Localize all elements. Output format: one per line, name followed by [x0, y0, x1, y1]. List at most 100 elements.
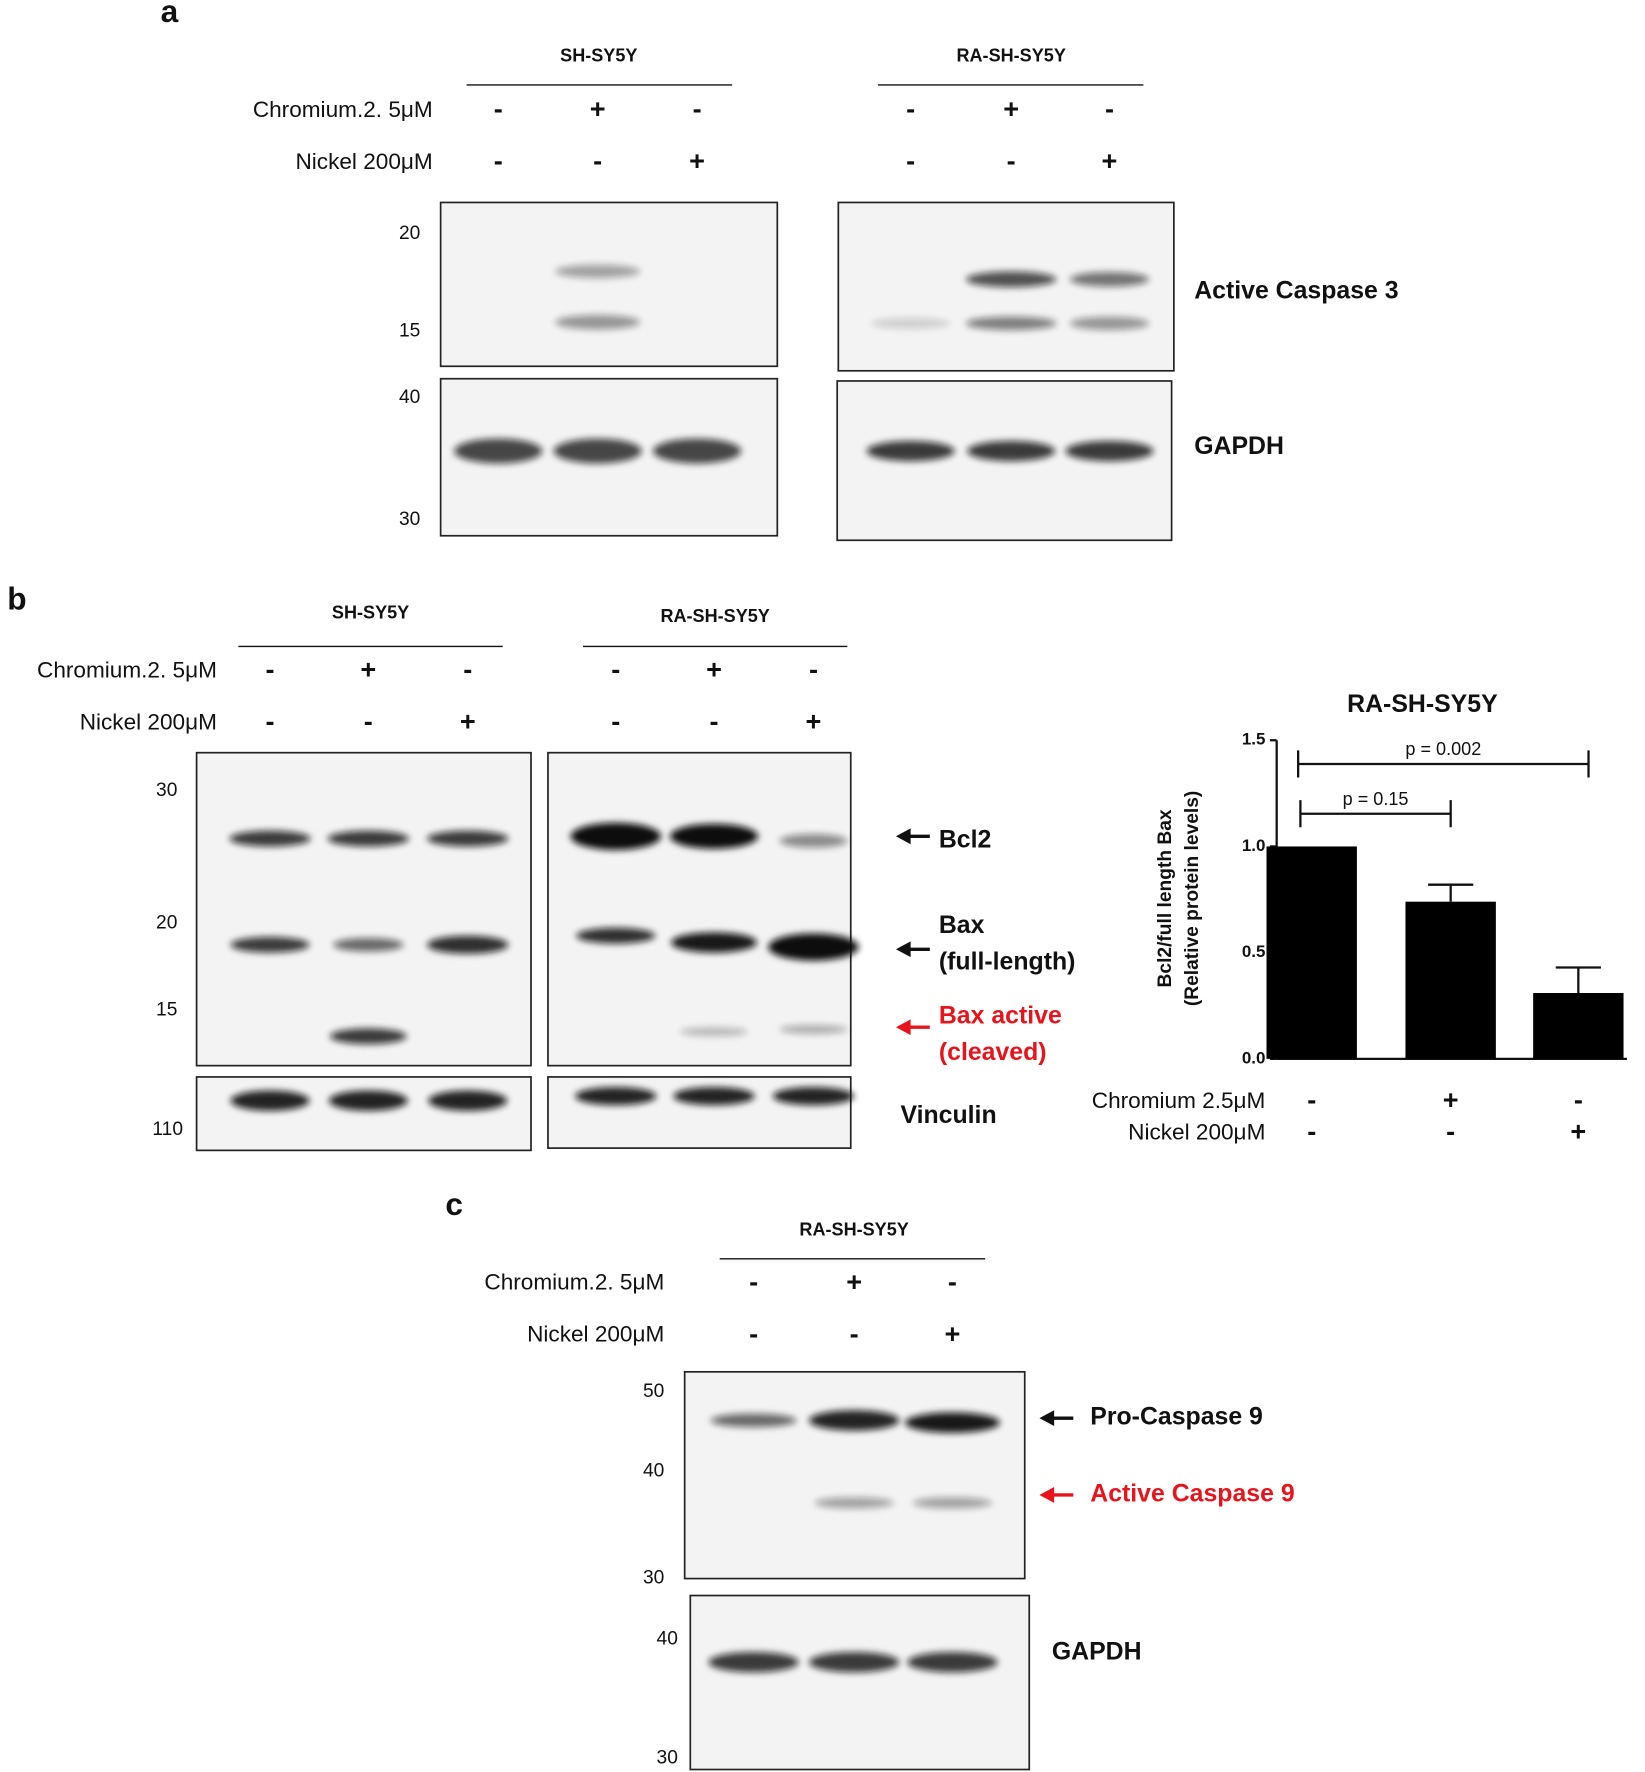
treatment-sign: -	[693, 93, 702, 124]
arrow-head	[895, 1019, 911, 1036]
protein-label: Vinculin	[900, 1102, 996, 1129]
protein-label: GAPDH	[1052, 1639, 1142, 1666]
treatment-sign: -	[1307, 1116, 1316, 1147]
treatment-sign: -	[1446, 1116, 1455, 1147]
blot-membrane	[439, 201, 779, 368]
band	[967, 440, 1056, 462]
arrow-head	[895, 828, 911, 845]
treatment-sign: -	[809, 653, 818, 684]
mw-marker: 30	[156, 780, 177, 801]
blot-membrane	[689, 1594, 1031, 1771]
band	[427, 830, 509, 847]
treatment-sign: -	[906, 93, 915, 124]
band	[779, 834, 848, 848]
y-axis-label: (Relative protein levels)	[1182, 791, 1203, 1006]
band	[912, 1497, 992, 1509]
y-axis-label: Bcl2/full length Bax	[1155, 809, 1176, 987]
treatment-sign: -	[906, 145, 915, 176]
significance-bracket	[1297, 750, 1590, 778]
treatment-label: Nickel 200μM	[527, 1322, 664, 1347]
treatment-sign: +	[1570, 1116, 1586, 1147]
treatment-sign: -	[266, 653, 275, 684]
treatment-label: Chromium.2. 5μM	[484, 1270, 664, 1295]
treatment-sign: -	[948, 1266, 957, 1297]
significance-bracket	[1299, 800, 1452, 828]
arrow-head	[1039, 1487, 1055, 1503]
treatment-sign: -	[611, 653, 620, 684]
bar	[1405, 901, 1496, 1059]
treatment-sign: -	[266, 705, 275, 736]
band	[808, 1652, 900, 1673]
treatment-label: Nickel 200μM	[80, 709, 217, 734]
treatment-sign: +	[590, 93, 606, 124]
group-header: SH-SY5Y	[332, 602, 409, 622]
band	[866, 440, 955, 462]
mw-marker: 20	[156, 912, 177, 933]
band	[327, 830, 409, 847]
mw-marker: 30	[399, 509, 420, 530]
treatment-sign: +	[460, 705, 476, 736]
band	[333, 937, 404, 952]
treatment-sign: -	[494, 93, 503, 124]
mw-marker: 30	[657, 1747, 678, 1768]
bar	[1533, 993, 1624, 1059]
group-header: SH-SY5Y	[560, 45, 637, 65]
band	[576, 927, 656, 944]
y-tick-label: 0.5	[1242, 942, 1266, 961]
panel-label: c	[445, 1186, 463, 1222]
group-header: RA-SH-SY5Y	[799, 1219, 908, 1239]
band	[768, 933, 859, 961]
band	[575, 1087, 657, 1106]
band	[1065, 440, 1154, 462]
treatment-label: Chromium 2.5μM	[1092, 1088, 1266, 1113]
band	[1069, 271, 1150, 287]
panel-label: b	[7, 581, 26, 617]
band	[965, 271, 1057, 288]
bar	[1266, 846, 1357, 1059]
band	[553, 438, 642, 464]
band	[671, 932, 757, 953]
treatment-sign: +	[1102, 145, 1118, 176]
treatment-sign: +	[945, 1318, 961, 1349]
treatment-sign: -	[1574, 1084, 1583, 1115]
band	[229, 830, 311, 847]
treatment-sign: -	[611, 705, 620, 736]
treatment-sign: -	[1307, 1084, 1316, 1115]
treatment-sign: -	[1007, 145, 1016, 176]
mw-marker: 30	[643, 1568, 664, 1589]
band	[680, 1027, 748, 1037]
treatment-sign: +	[846, 1266, 862, 1297]
band	[329, 1028, 407, 1045]
band	[555, 264, 641, 279]
band	[814, 1497, 894, 1509]
treatment-label: Chromium.2. 5μM	[37, 657, 217, 682]
y-tick-label: 1.5	[1242, 730, 1266, 749]
mw-marker: 20	[399, 223, 420, 244]
band	[230, 1090, 310, 1111]
treatment-sign: +	[1003, 93, 1019, 124]
band	[555, 314, 641, 330]
band	[230, 936, 310, 953]
y-tick-label: 1.0	[1242, 836, 1266, 855]
arrow-head	[1039, 1410, 1055, 1427]
treatment-sign: -	[593, 145, 602, 176]
protein-label: GAPDH	[1194, 433, 1284, 460]
band	[653, 438, 742, 464]
treatment-sign: -	[710, 705, 719, 736]
treatment-sign: -	[364, 705, 373, 736]
treatment-sign: +	[360, 653, 376, 684]
group-header: RA-SH-SY5Y	[660, 606, 769, 626]
treatment-sign: +	[706, 653, 722, 684]
arrow-head	[895, 941, 911, 958]
protein-label: Pro-Caspase 9	[1090, 1404, 1263, 1431]
treatment-sign: -	[494, 145, 503, 176]
mw-marker: 40	[399, 387, 420, 408]
band	[328, 1090, 408, 1111]
band	[673, 1087, 755, 1106]
blot-membrane	[195, 1076, 532, 1152]
protein-label: Active Caspase 9	[1090, 1481, 1294, 1508]
protein-label: Bax active	[939, 1003, 1062, 1030]
band	[871, 317, 951, 330]
protein-label: Active Caspase 3	[1194, 277, 1398, 304]
